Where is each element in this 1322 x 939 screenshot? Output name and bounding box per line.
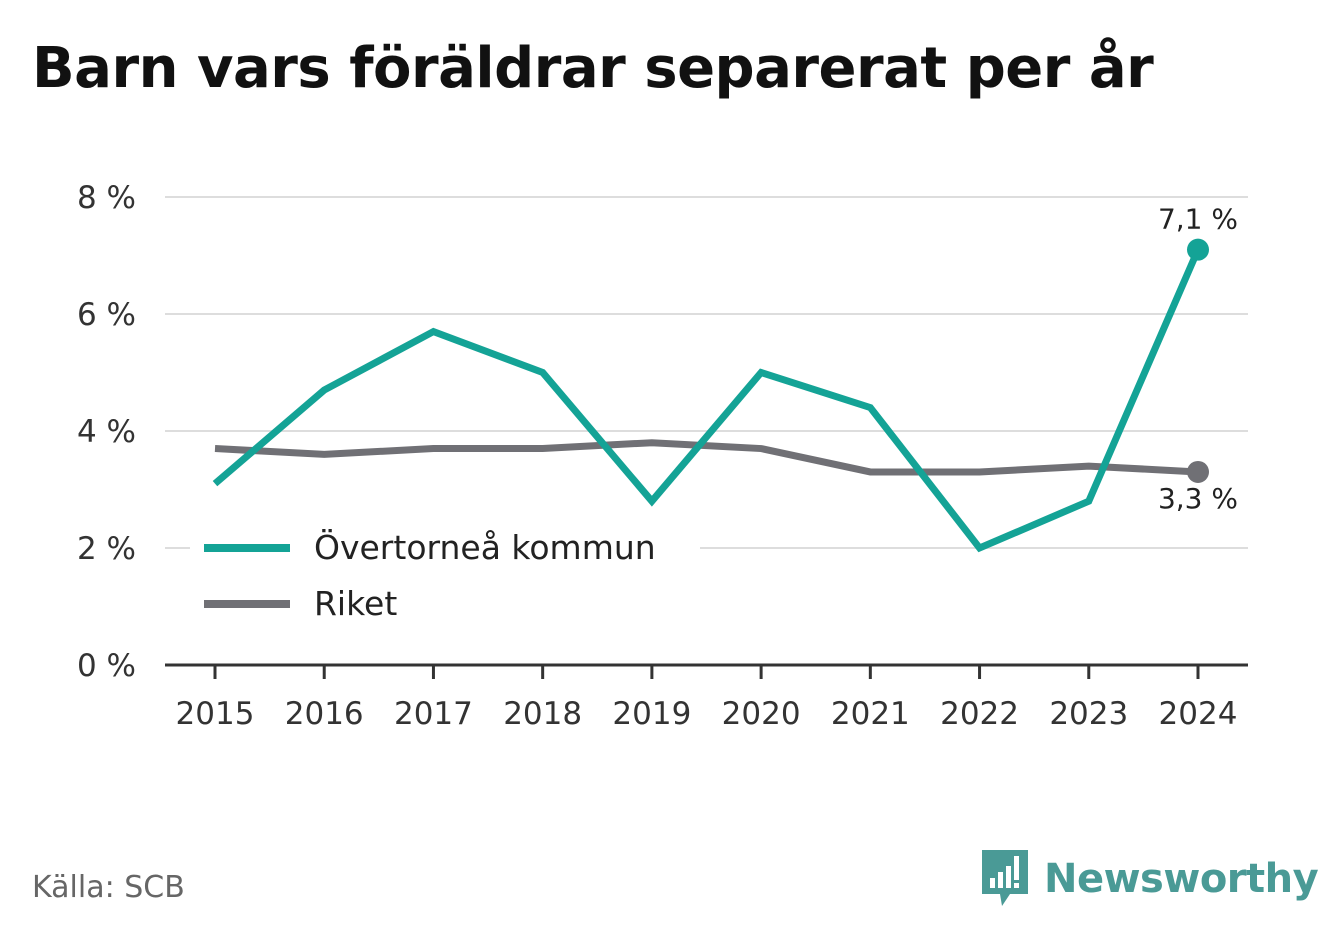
series-lines	[212, 238, 1209, 553]
x-tick-label: 2020	[722, 696, 801, 732]
chart-title: Barn vars föräldrar separerat per år	[32, 36, 1154, 101]
x-tick-label: 2016	[285, 696, 364, 732]
x-tick-label: 2023	[1049, 696, 1128, 732]
x-tick-label: 2018	[503, 696, 582, 732]
legend-label: Övertorneå kommun	[314, 527, 656, 567]
source-note: Källa: SCB	[32, 870, 185, 905]
series-end-point	[1187, 460, 1209, 483]
y-tick-label: 4 %	[77, 414, 136, 450]
x-tick-label: 2015	[176, 696, 255, 732]
series-line	[212, 248, 1202, 553]
y-tick-label: 6 %	[77, 297, 136, 333]
y-tick-label: 0 %	[77, 648, 136, 684]
legend: Övertorneå kommun Riket	[190, 515, 700, 633]
x-tick-label: 2017	[394, 696, 473, 732]
end-labels: 7,1 % 3,3 %	[1158, 203, 1238, 515]
series-line	[214, 439, 1199, 476]
newsworthy-logo-icon	[982, 850, 1028, 906]
legend-label: Riket	[314, 584, 397, 623]
grid-lines	[165, 196, 1248, 549]
end-label: 7,1 %	[1158, 203, 1238, 236]
brand: Newsworthy	[980, 848, 1319, 910]
axes: 0 % 2 % 4 % 6 % 8 % 2015 2016 2017 2018 2019 2020 2…	[77, 180, 1248, 732]
x-tick-label: 2021	[831, 696, 910, 732]
y-tick-label: 8 %	[77, 180, 136, 216]
x-tick-label: 2019	[612, 696, 691, 732]
end-label: 3,3 %	[1158, 482, 1238, 515]
x-tick-label: 2024	[1159, 696, 1238, 732]
brand-name: Newsworthy	[1044, 856, 1319, 902]
y-tick-label: 2 %	[77, 531, 136, 567]
legend-background	[190, 515, 700, 633]
x-tick-label: 2022	[940, 696, 1019, 732]
series-end-point	[1187, 238, 1209, 261]
